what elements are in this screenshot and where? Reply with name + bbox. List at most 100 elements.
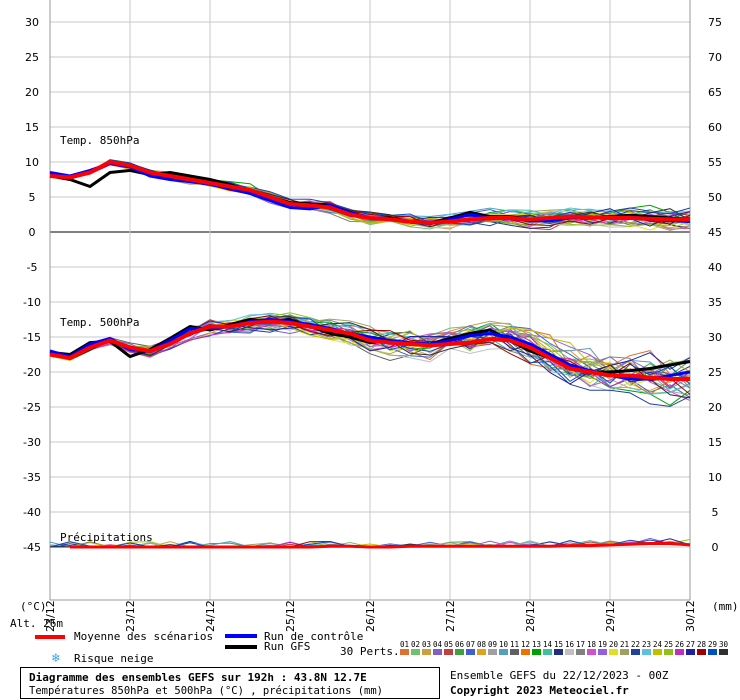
pert-number-17: 17 (576, 640, 586, 649)
pert-swatch-27 (686, 649, 695, 655)
right-tick-label: 45 (708, 226, 722, 239)
precip-label: Précipitations (60, 531, 153, 544)
right-tick-label: 20 (708, 401, 722, 414)
pert-swatch-10 (499, 649, 508, 655)
pert-swatch-05 (444, 649, 453, 655)
left-tick-label: -15 (23, 331, 41, 344)
axis-ticks: 302520151050-5-10-15-20-25-30-35-40-4575… (23, 16, 722, 632)
right-tick-label: 60 (708, 121, 722, 134)
pert-swatch-28 (697, 649, 706, 655)
x-tick-label: 23/12 (44, 600, 57, 632)
right-tick-label: 10 (708, 471, 722, 484)
t850-label: Temp. 850hPa (60, 134, 139, 147)
pert-number-27: 27 (686, 640, 696, 649)
pert-number-21: 21 (620, 640, 630, 649)
pert-swatch-02 (411, 649, 420, 655)
pert-swatch-22 (631, 649, 640, 655)
chart-grid (49, 0, 691, 601)
pert-number-30: 30 (719, 640, 729, 649)
mean-legend-swatch (35, 635, 65, 639)
right-tick-label: 15 (708, 436, 722, 449)
right-axis-unit: (mm) (712, 600, 739, 613)
left-tick-label: -45 (23, 541, 41, 554)
pert-number-29: 29 (708, 640, 718, 649)
x-tick-label: 23/12 (124, 600, 137, 632)
right-tick-label: 55 (708, 156, 722, 169)
chart-subtitle: Températures 850hPa et 500hPa (°C) , pré… (29, 685, 384, 697)
pert-swatch-19 (598, 649, 607, 655)
main-series (49, 160, 691, 549)
pert-swatch-17 (576, 649, 585, 655)
right-tick-label: 75 (708, 16, 722, 29)
pert-number-14: 14 (543, 640, 553, 649)
pert-number-13: 13 (532, 640, 542, 649)
pert-number-16: 16 (565, 640, 575, 649)
left-tick-label: 10 (25, 156, 39, 169)
pert-swatch-14 (543, 649, 552, 655)
pert-swatch-26 (675, 649, 684, 655)
x-tick-label: 26/12 (364, 600, 377, 632)
x-tick-label: 24/12 (204, 600, 217, 632)
pert-number-03: 03 (422, 640, 432, 649)
left-tick-label: 15 (25, 121, 39, 134)
left-tick-label: -10 (23, 296, 41, 309)
left-axis-unit: (°C) (20, 600, 47, 613)
control-legend-label: Run de contrôle (264, 630, 364, 643)
pert-swatch-21 (620, 649, 629, 655)
info-box: Diagramme des ensembles GEFS sur 192h : … (20, 667, 440, 699)
pert-number-15: 15 (554, 640, 564, 649)
pert-swatch-03 (422, 649, 431, 655)
pert-swatch-16 (565, 649, 574, 655)
right-tick-label: 35 (708, 296, 722, 309)
x-tick-label: 28/12 (524, 600, 537, 632)
pert-number-09: 09 (488, 640, 498, 649)
pert-number-12: 12 (521, 640, 531, 649)
pert-number-23: 23 (642, 640, 652, 649)
mean-legend-label: Moyenne des scénarios (74, 630, 214, 643)
pert-swatch-07 (466, 649, 475, 655)
pert-swatch-18 (587, 649, 596, 655)
right-tick-label: 40 (708, 261, 722, 274)
pert-swatch-24 (653, 649, 662, 655)
pert-number-26: 26 (675, 640, 685, 649)
t500-label: Temp. 500hPa (60, 316, 139, 329)
pert-swatch-08 (477, 649, 486, 655)
pert-number-28: 28 (697, 640, 707, 649)
left-tick-label: -5 (27, 261, 38, 274)
snowflake-icon: ❄ (52, 651, 60, 666)
left-tick-label: -35 (23, 471, 41, 484)
pert-number-05: 05 (444, 640, 454, 649)
pert-swatch-23 (642, 649, 651, 655)
pert-swatch-04 (433, 649, 442, 655)
pert-swatch-01 (400, 649, 409, 655)
pert-swatch-13 (532, 649, 541, 655)
pert-number-06: 06 (455, 640, 465, 649)
mean-precip-line (70, 542, 691, 549)
series-t500-line (49, 319, 690, 381)
x-tick-label: 30/12 (684, 600, 697, 632)
chart-title: Diagramme des ensembles GEFS sur 192h : … (29, 671, 367, 684)
x-tick-label: 27/12 (444, 600, 457, 632)
pert-number-20: 20 (609, 640, 619, 649)
pert-swatch-11 (510, 649, 519, 655)
pert-number-08: 08 (477, 640, 487, 649)
left-tick-label: 25 (25, 51, 39, 64)
perts-label: 30 Perts. (340, 645, 400, 658)
pert-swatch-09 (488, 649, 497, 655)
pert-swatch-25 (664, 649, 673, 655)
pert-swatch-30 (719, 649, 728, 655)
pert-number-25: 25 (664, 640, 674, 649)
left-tick-label: -40 (23, 506, 41, 519)
copyright: Copyright 2023 Meteociel.fr (450, 684, 629, 697)
x-tick-label: 25/12 (284, 600, 297, 632)
left-tick-label: 5 (29, 191, 36, 204)
run-info: Ensemble GEFS du 22/12/2023 - 00Z (450, 669, 669, 682)
pert-number-24: 24 (653, 640, 663, 649)
control-legend-swatch (225, 634, 257, 638)
pert-number-04: 04 (433, 640, 443, 649)
snow-legend-label: Risque neige (74, 652, 154, 665)
gfs-legend-swatch (225, 645, 257, 649)
left-tick-label: 30 (25, 16, 39, 29)
pert-swatch-12 (521, 649, 530, 655)
